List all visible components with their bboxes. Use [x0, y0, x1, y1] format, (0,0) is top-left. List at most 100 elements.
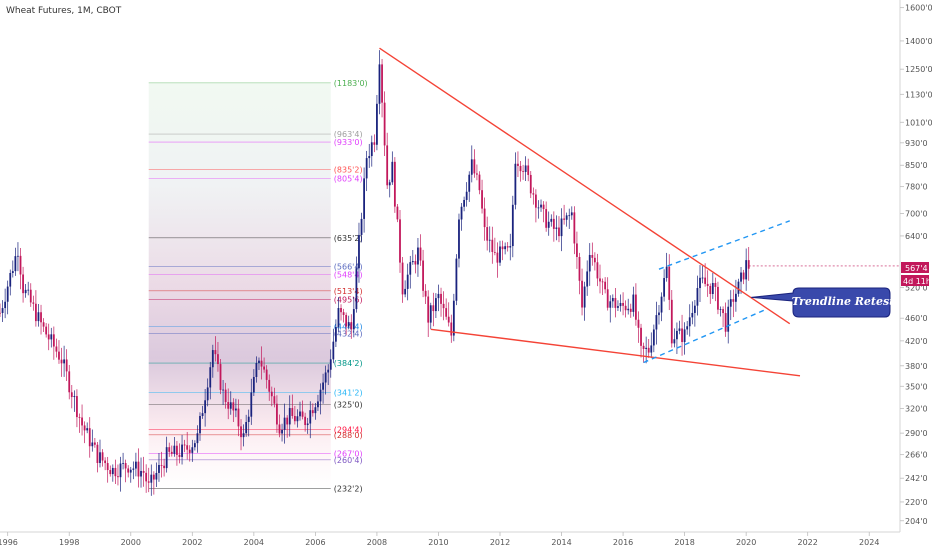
- y-tick-label: 930'0: [905, 139, 928, 148]
- candle-body: [106, 463, 109, 471]
- candle-body: [240, 426, 242, 438]
- candle-body: [127, 468, 130, 473]
- candle-body: [11, 271, 14, 273]
- candle-body: [704, 277, 707, 284]
- candle-body: [334, 326, 337, 342]
- candle-body: [604, 281, 607, 290]
- candle-body: [117, 476, 119, 478]
- candle-body: [563, 218, 566, 220]
- candle-body: [578, 256, 581, 281]
- candle-body: [363, 178, 366, 219]
- candle-body: [9, 272, 12, 287]
- candle-body: [476, 173, 478, 175]
- candle-body: [52, 334, 55, 347]
- candle-body: [706, 283, 709, 286]
- candle-body: [252, 376, 255, 393]
- candle-body: [255, 363, 258, 377]
- y-tick-label: 640'0: [905, 232, 928, 241]
- candle-body: [386, 145, 389, 186]
- candle-body: [83, 425, 86, 431]
- candle-body: [140, 470, 142, 477]
- candle-body: [458, 219, 460, 259]
- candle-body: [124, 463, 127, 469]
- channel-line: [658, 220, 790, 270]
- candle-body: [352, 309, 355, 330]
- candle-body: [491, 239, 494, 252]
- candle-body: [76, 396, 78, 418]
- candle-body: [537, 207, 540, 209]
- candle-body: [701, 277, 704, 279]
- candle-body: [676, 330, 678, 340]
- y-tick-label: 290'0: [905, 429, 928, 438]
- candle-body: [27, 289, 30, 291]
- channel-line: [643, 309, 765, 364]
- candle-body: [265, 369, 268, 380]
- fib-level-label: (566'4): [334, 262, 363, 271]
- candle-body: [450, 322, 453, 336]
- candle-body: [222, 389, 224, 391]
- candle-body: [122, 463, 124, 464]
- candle-body: [593, 257, 596, 263]
- candle-body: [429, 305, 432, 323]
- candle-body: [627, 308, 630, 311]
- x-tick-label: 2004: [244, 538, 264, 547]
- candle-body: [729, 299, 732, 307]
- candle-body: [193, 443, 196, 448]
- candle-body: [65, 359, 68, 372]
- fib-level-label: (260'4): [334, 456, 363, 465]
- candle-body: [360, 218, 363, 235]
- candle-body: [504, 246, 507, 250]
- candle-body: [665, 266, 668, 279]
- x-tick-label: 2022: [798, 538, 818, 547]
- fib-level-label: (294'4): [334, 425, 363, 434]
- candle-body: [637, 319, 640, 328]
- trendline: [379, 47, 791, 325]
- x-tick-label: 2012: [490, 538, 510, 547]
- candle-body: [301, 411, 304, 417]
- y-tick-label: 220'0: [905, 498, 928, 507]
- candle-body: [663, 278, 666, 297]
- candle-body: [406, 274, 409, 289]
- candle-body: [622, 302, 624, 306]
- candle-body: [232, 402, 235, 411]
- candle-body: [509, 246, 512, 248]
- candle-body: [655, 315, 658, 330]
- candle-body: [388, 182, 391, 186]
- candle-body: [545, 209, 548, 228]
- candle-body: [219, 364, 222, 390]
- candle-body: [45, 326, 48, 335]
- candle-body: [4, 301, 7, 309]
- candle-body: [196, 433, 199, 444]
- price-tag-box: [901, 262, 929, 273]
- fib-level-label: (1183'0): [334, 79, 368, 88]
- candle-body: [281, 429, 283, 434]
- candle-body: [278, 424, 281, 434]
- trendline: [430, 328, 801, 377]
- candle-body: [645, 347, 648, 349]
- candle-body: [391, 161, 394, 183]
- candle-body: [383, 102, 386, 146]
- candle-body: [186, 445, 189, 450]
- candle-body: [111, 467, 114, 475]
- candle-body: [452, 300, 455, 336]
- candle-body: [209, 367, 212, 388]
- candle-body: [542, 204, 545, 210]
- candle-body: [376, 103, 378, 145]
- candle-body: [609, 301, 612, 308]
- candle-body: [358, 234, 360, 269]
- candle-body: [660, 296, 663, 313]
- candle-body: [319, 389, 322, 402]
- candle-body: [188, 449, 191, 453]
- y-tick-label: 320'0: [905, 405, 928, 414]
- candle-body: [86, 428, 89, 431]
- candle-body: [58, 351, 60, 360]
- candle-body: [691, 312, 694, 318]
- candle-body: [681, 328, 683, 343]
- candle-body: [501, 246, 504, 250]
- candle-body: [42, 322, 45, 327]
- candle-body: [427, 296, 430, 323]
- candle-body: [96, 444, 99, 463]
- candle-body: [242, 433, 245, 438]
- candle-body: [411, 261, 414, 263]
- countdown-tag-box: [901, 275, 929, 286]
